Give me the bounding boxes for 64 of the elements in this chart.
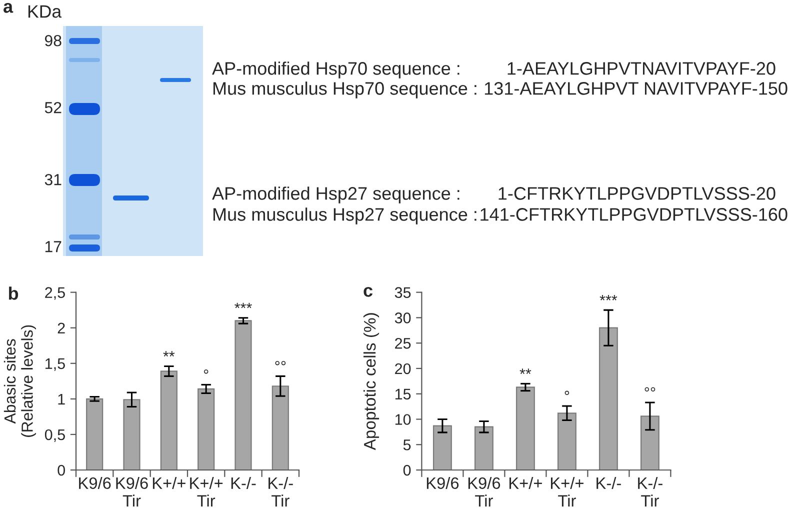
text: 52 [44, 102, 62, 114]
bar [123, 399, 140, 470]
y-tick-label: 2 [58, 322, 65, 334]
bar [557, 412, 576, 470]
y-tick-label: 30 [394, 312, 411, 324]
y-tick-label: 5 [403, 440, 411, 450]
x-tick-label: K9/6 Tir [116, 476, 148, 506]
annotation: ** [163, 351, 175, 357]
y-axis-title: Apoptotic cells (%) [363, 313, 380, 450]
chart-title: c [364, 286, 372, 297]
text: Mus musculus Hsp27 sequence : [213, 208, 476, 224]
y-tick-label: 15 [395, 388, 411, 400]
x-tick-label: K+/+ Tir [550, 476, 584, 506]
text: 31 [44, 174, 62, 186]
bar [640, 416, 660, 470]
bar [160, 370, 178, 470]
y-tick-label: 1,5 [46, 358, 65, 371]
annotation: °° [644, 387, 656, 392]
x-tick-label: K9/6 [79, 476, 111, 489]
annotation: ° [564, 390, 570, 396]
text: AP-modified Hsp70 sequence : [212, 62, 460, 78]
y-tick-label: 20 [395, 363, 411, 374]
text: AP-modified Hsp27 sequence : [212, 186, 460, 204]
x-tick-label: K+/+ [509, 476, 542, 489]
y-axis-title: Abasic sites (Relative levels) [4, 325, 36, 437]
x-tick-label: K-/- [231, 476, 256, 489]
bar [86, 398, 104, 470]
bar [598, 327, 618, 470]
bar [432, 425, 452, 470]
x-tick-label: K-/- Tir [638, 476, 662, 506]
chart-title: b [8, 286, 18, 300]
x-tick-label: K+/+ Tir [190, 476, 223, 506]
text: 1-AEAYLGHPVTNAVITVPAYF-20 [508, 62, 776, 75]
y-tick-label: 1 [58, 394, 65, 404]
y-tick-label: 35 [394, 287, 411, 298]
text: 98 [44, 34, 62, 46]
annotation: °° [275, 360, 286, 366]
y-tick-label: 2,5 [45, 287, 65, 300]
y-tick-label: 0 [58, 464, 65, 476]
x-tick-label: K+/+ [152, 476, 186, 489]
bar [516, 386, 535, 470]
text: 1-CFTRKYTLPPGVDPTLVSSS-20 [498, 187, 776, 200]
bar [474, 426, 494, 470]
annotation: *** [234, 302, 252, 308]
text: 141-CFTRKYTLPPGVDPTLVSSS-160 [480, 208, 788, 221]
bar [272, 386, 289, 470]
text: KDa [28, 5, 62, 18]
annotation: ° [204, 369, 208, 374]
annotation: *** [600, 295, 618, 300]
y-tick-label: 25 [395, 338, 411, 349]
x-tick-label: K-/- Tir [268, 476, 293, 506]
x-tick-label: K9/6 Tir [468, 476, 500, 506]
text: 131-AEAYLGHPVT NAVITVPAYF-150 [484, 82, 788, 95]
y-tick-label: 0,5 [44, 429, 65, 442]
text: a [4, 2, 14, 13]
y-tick-label: 10 [395, 414, 411, 425]
x-tick-label: K-/- [596, 476, 621, 489]
bar [234, 320, 252, 470]
text: Mus musculus Hsp70 sequence : [213, 82, 476, 98]
bar [198, 388, 215, 470]
text: 17 [45, 241, 62, 252]
x-tick-label: K9/6 [426, 476, 459, 489]
y-tick-label: 0 [403, 464, 411, 476]
annotation: ** [520, 368, 532, 374]
